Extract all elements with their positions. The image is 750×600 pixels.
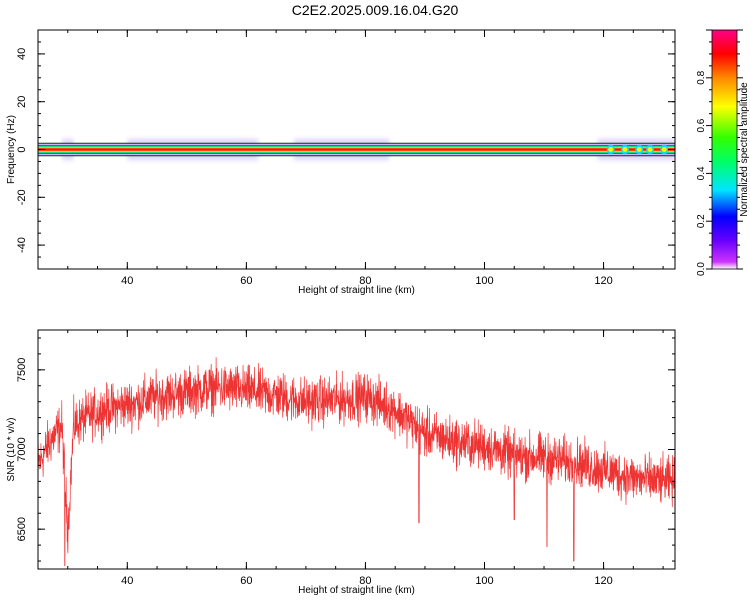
spectral-bead-core: [647, 147, 653, 152]
figure-title: C2E2.2025.009.16.04.G20: [291, 2, 459, 18]
spectral-bead-core: [661, 147, 667, 152]
colorbar-tick-label: 0.8: [696, 70, 707, 84]
snr-panel: 40 60 80 100 120 6500 7000 7500 Height of straig…: [6, 329, 676, 596]
snr-series-line: [38, 357, 675, 567]
snr-x-axis-label: Height of straight line (km): [298, 585, 415, 596]
spectral-bead-core: [608, 147, 614, 152]
colorbar-tick-label: 0.4: [696, 166, 707, 180]
spec-x-tick-label: 80: [359, 275, 371, 287]
spec-y-tick-label: 0: [16, 146, 28, 152]
colorbar-tick-label: 0.6: [696, 118, 707, 132]
spectrogram-panel: 40 60 80 100 120 -40 -20 0 20 40 Height of straigh…: [6, 29, 676, 296]
snr-x-tick-label: 100: [475, 575, 493, 587]
colorbar-tick-label: 0.0: [696, 262, 707, 276]
spectral-band-layer: [38, 148, 675, 151]
spec-y-tick-label: 40: [16, 48, 28, 60]
snr-plot-area: [38, 357, 675, 567]
colorbar-tick-label: 0.2: [696, 214, 707, 228]
spec-x-tick-label: 120: [594, 275, 612, 287]
spec-y-axis-label: Frequency (Hz): [6, 115, 17, 184]
snr-x-tick-label: 40: [121, 575, 133, 587]
snr-x-tick-label: 120: [594, 575, 612, 587]
snr-x-tick-label: 60: [240, 575, 252, 587]
snr-y-tick-label: 6500: [16, 517, 28, 541]
snr-y-tick-label: 7000: [16, 437, 28, 461]
spectrogram-image: [38, 138, 675, 161]
spec-y-tick-label: -40: [16, 237, 28, 253]
colorbar-gradient: [712, 30, 737, 269]
spec-x-tick-label: 60: [240, 275, 252, 287]
spectral-bead-core: [636, 147, 642, 152]
spec-x-tick-label: 40: [121, 275, 133, 287]
snr-y-axis-label: SNR (10 * v/v): [6, 418, 17, 482]
spec-y-tick-label: 20: [16, 96, 28, 108]
snr-x-tick-label: 80: [359, 575, 371, 587]
colorbar: 0.0 0.2 0.4 0.6 0.8 Normalized spectral ampli…: [696, 29, 750, 276]
spectral-bead-core: [622, 147, 628, 152]
snr-y-tick-label: 7500: [16, 358, 28, 382]
spec-x-axis-label: Height of straight line (km): [298, 285, 415, 296]
spec-x-tick-label: 100: [475, 275, 493, 287]
spec-y-tick-label: -20: [16, 189, 28, 205]
colorbar-label: Normalized spectral amplitude: [739, 82, 750, 217]
